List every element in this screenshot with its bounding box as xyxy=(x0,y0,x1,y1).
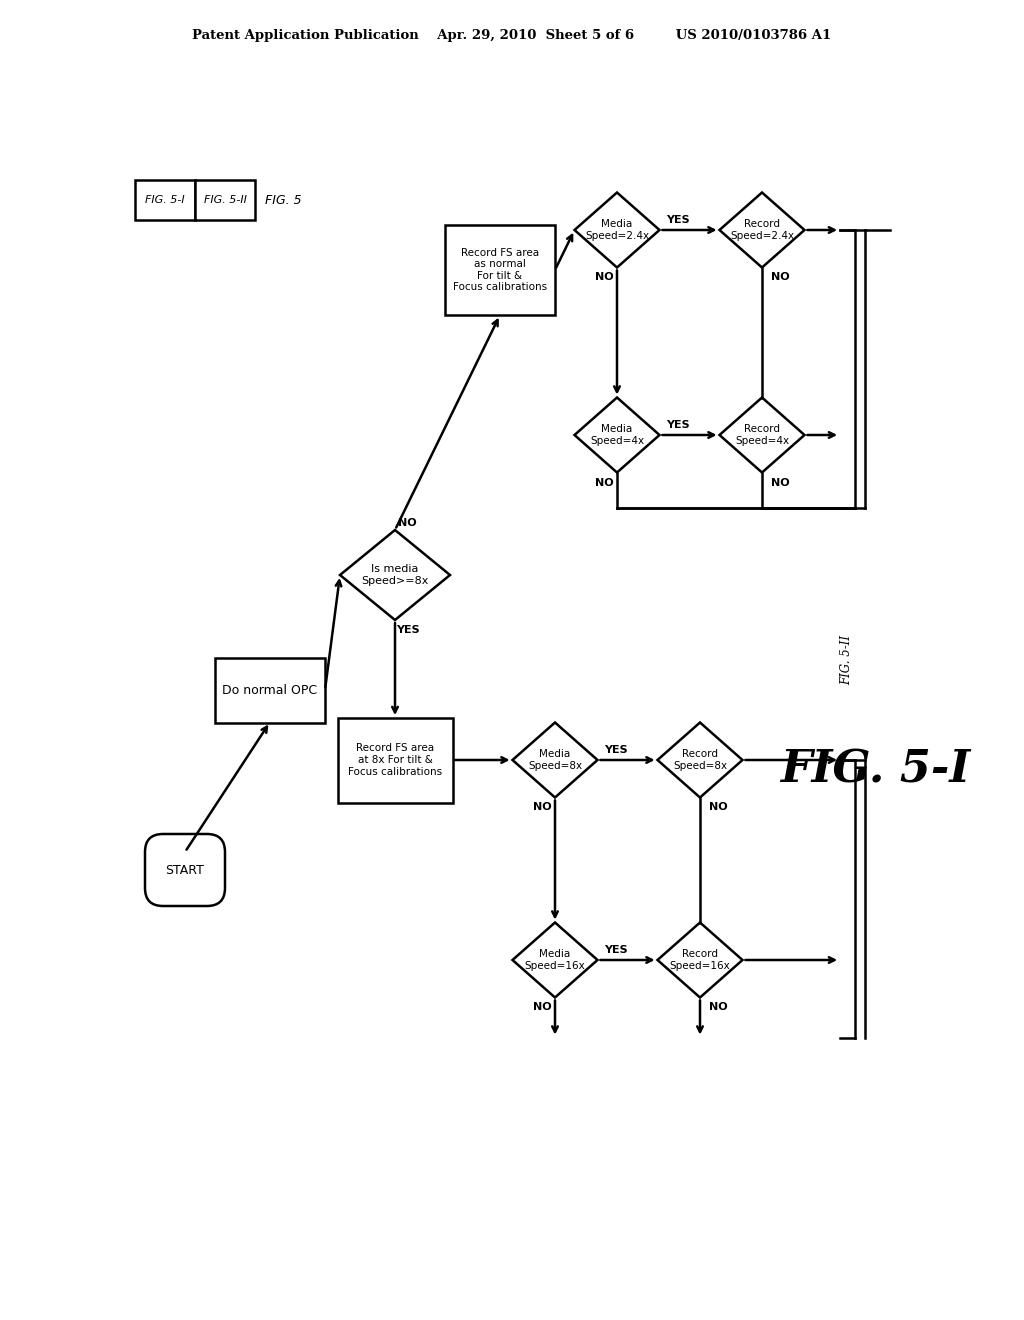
Text: YES: YES xyxy=(604,945,628,954)
Text: Record
Speed=8x: Record Speed=8x xyxy=(673,750,727,771)
Text: Media
Speed=16x: Media Speed=16x xyxy=(524,949,586,970)
Polygon shape xyxy=(720,397,805,473)
Polygon shape xyxy=(574,397,659,473)
Bar xyxy=(445,224,555,315)
Text: NO: NO xyxy=(532,803,551,813)
Text: YES: YES xyxy=(396,624,420,635)
Text: NO: NO xyxy=(595,272,613,282)
Text: FIG. 5: FIG. 5 xyxy=(264,194,301,206)
Text: NO: NO xyxy=(595,478,613,487)
Text: YES: YES xyxy=(666,215,689,224)
Text: NO: NO xyxy=(532,1002,551,1012)
Bar xyxy=(135,180,195,220)
Text: NO: NO xyxy=(709,803,727,813)
FancyBboxPatch shape xyxy=(145,834,225,906)
Text: NO: NO xyxy=(397,517,417,528)
Text: FIG. 5-II: FIG. 5-II xyxy=(840,635,853,685)
Text: FIG. 5-I: FIG. 5-I xyxy=(780,748,970,792)
Polygon shape xyxy=(657,722,742,797)
Bar xyxy=(215,657,325,722)
Text: Do normal OPC: Do normal OPC xyxy=(222,684,317,697)
Text: NO: NO xyxy=(709,1002,727,1012)
Polygon shape xyxy=(720,193,805,268)
Polygon shape xyxy=(512,722,597,797)
Text: Media
Speed=2.4x: Media Speed=2.4x xyxy=(585,219,649,240)
Text: Record
Speed=4x: Record Speed=4x xyxy=(735,424,790,446)
Text: FIG. 5-I: FIG. 5-I xyxy=(145,195,184,205)
Text: YES: YES xyxy=(666,420,689,430)
Polygon shape xyxy=(574,193,659,268)
Text: NO: NO xyxy=(771,478,790,487)
Text: Record
Speed=16x: Record Speed=16x xyxy=(670,949,730,970)
Polygon shape xyxy=(512,923,597,998)
Text: Record FS area
as normal
For tilt &
Focus calibrations: Record FS area as normal For tilt & Focu… xyxy=(453,248,547,293)
Text: Media
Speed=4x: Media Speed=4x xyxy=(590,424,644,446)
Bar xyxy=(338,718,453,803)
Text: Record FS area
at 8x For tilt &
Focus calibrations: Record FS area at 8x For tilt & Focus ca… xyxy=(348,743,442,776)
Bar xyxy=(195,180,255,220)
Polygon shape xyxy=(657,923,742,998)
Text: Is media
Speed>=8x: Is media Speed>=8x xyxy=(361,564,429,586)
Text: FIG. 5-II: FIG. 5-II xyxy=(204,195,247,205)
Text: Patent Application Publication    Apr. 29, 2010  Sheet 5 of 6         US 2010/01: Patent Application Publication Apr. 29, … xyxy=(193,29,831,41)
Polygon shape xyxy=(340,531,450,620)
Text: Media
Speed=8x: Media Speed=8x xyxy=(528,750,582,771)
Text: YES: YES xyxy=(604,744,628,755)
Text: NO: NO xyxy=(771,272,790,282)
Text: Record
Speed=2.4x: Record Speed=2.4x xyxy=(730,219,794,240)
Text: START: START xyxy=(166,863,205,876)
